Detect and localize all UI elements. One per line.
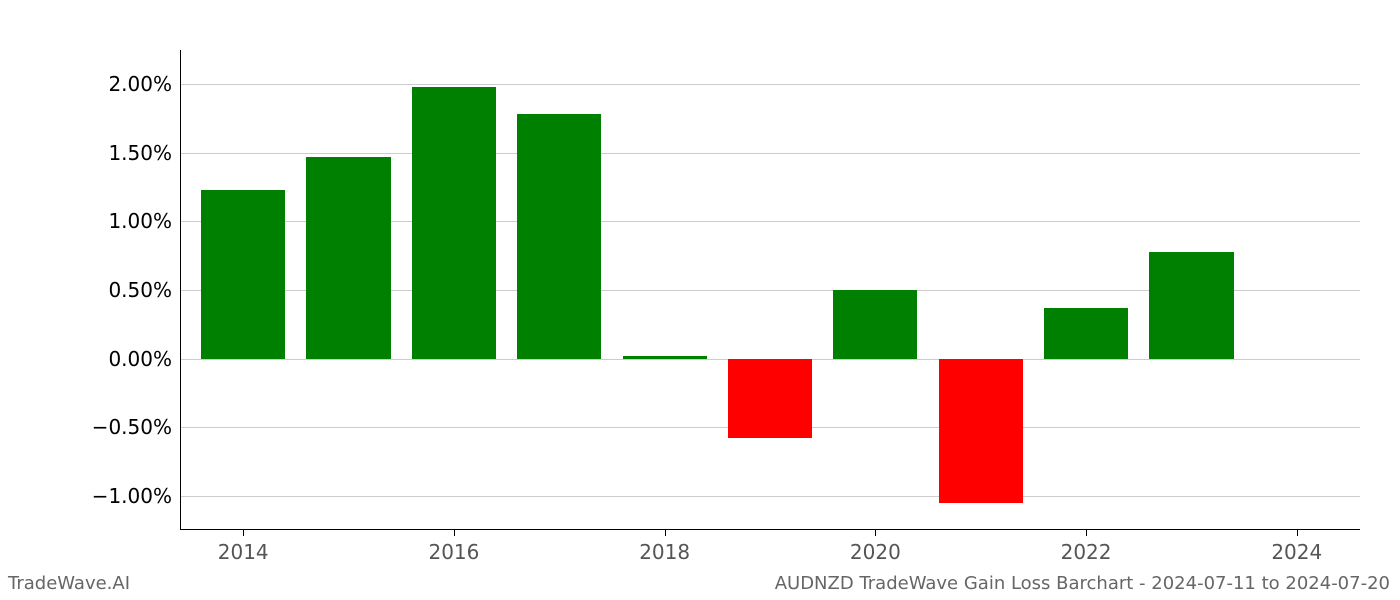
- bar: [1044, 308, 1128, 359]
- x-tick-label: 2016: [428, 540, 479, 564]
- x-tick-mark: [1086, 530, 1087, 536]
- bar: [201, 190, 285, 359]
- y-tick-label: −1.00%: [72, 484, 172, 508]
- x-tick-label: 2014: [218, 540, 269, 564]
- bar: [306, 157, 390, 359]
- bar: [939, 359, 1023, 503]
- bar: [623, 356, 707, 359]
- y-tick-label: 0.50%: [72, 278, 172, 302]
- gridline: [181, 496, 1360, 497]
- y-tick-label: 0.00%: [72, 347, 172, 371]
- bar: [517, 114, 601, 358]
- x-tick-label: 2020: [850, 540, 901, 564]
- bar: [412, 87, 496, 359]
- gridline: [181, 84, 1360, 85]
- bar: [833, 290, 917, 359]
- x-tick-label: 2018: [639, 540, 690, 564]
- x-tick-label: 2024: [1271, 540, 1322, 564]
- x-tick-mark: [875, 530, 876, 536]
- x-tick-mark: [665, 530, 666, 536]
- bar: [728, 359, 812, 439]
- y-tick-label: 1.50%: [72, 141, 172, 165]
- footer-brand: TradeWave.AI: [8, 573, 130, 594]
- x-tick-mark: [243, 530, 244, 536]
- footer-caption: AUDNZD TradeWave Gain Loss Barchart - 20…: [775, 573, 1390, 594]
- gridline: [181, 153, 1360, 154]
- bar: [1149, 252, 1233, 359]
- x-tick-mark: [454, 530, 455, 536]
- y-tick-label: 1.00%: [72, 209, 172, 233]
- y-tick-label: −0.50%: [72, 415, 172, 439]
- y-tick-label: 2.00%: [72, 72, 172, 96]
- x-tick-label: 2022: [1061, 540, 1112, 564]
- x-tick-mark: [1297, 530, 1298, 536]
